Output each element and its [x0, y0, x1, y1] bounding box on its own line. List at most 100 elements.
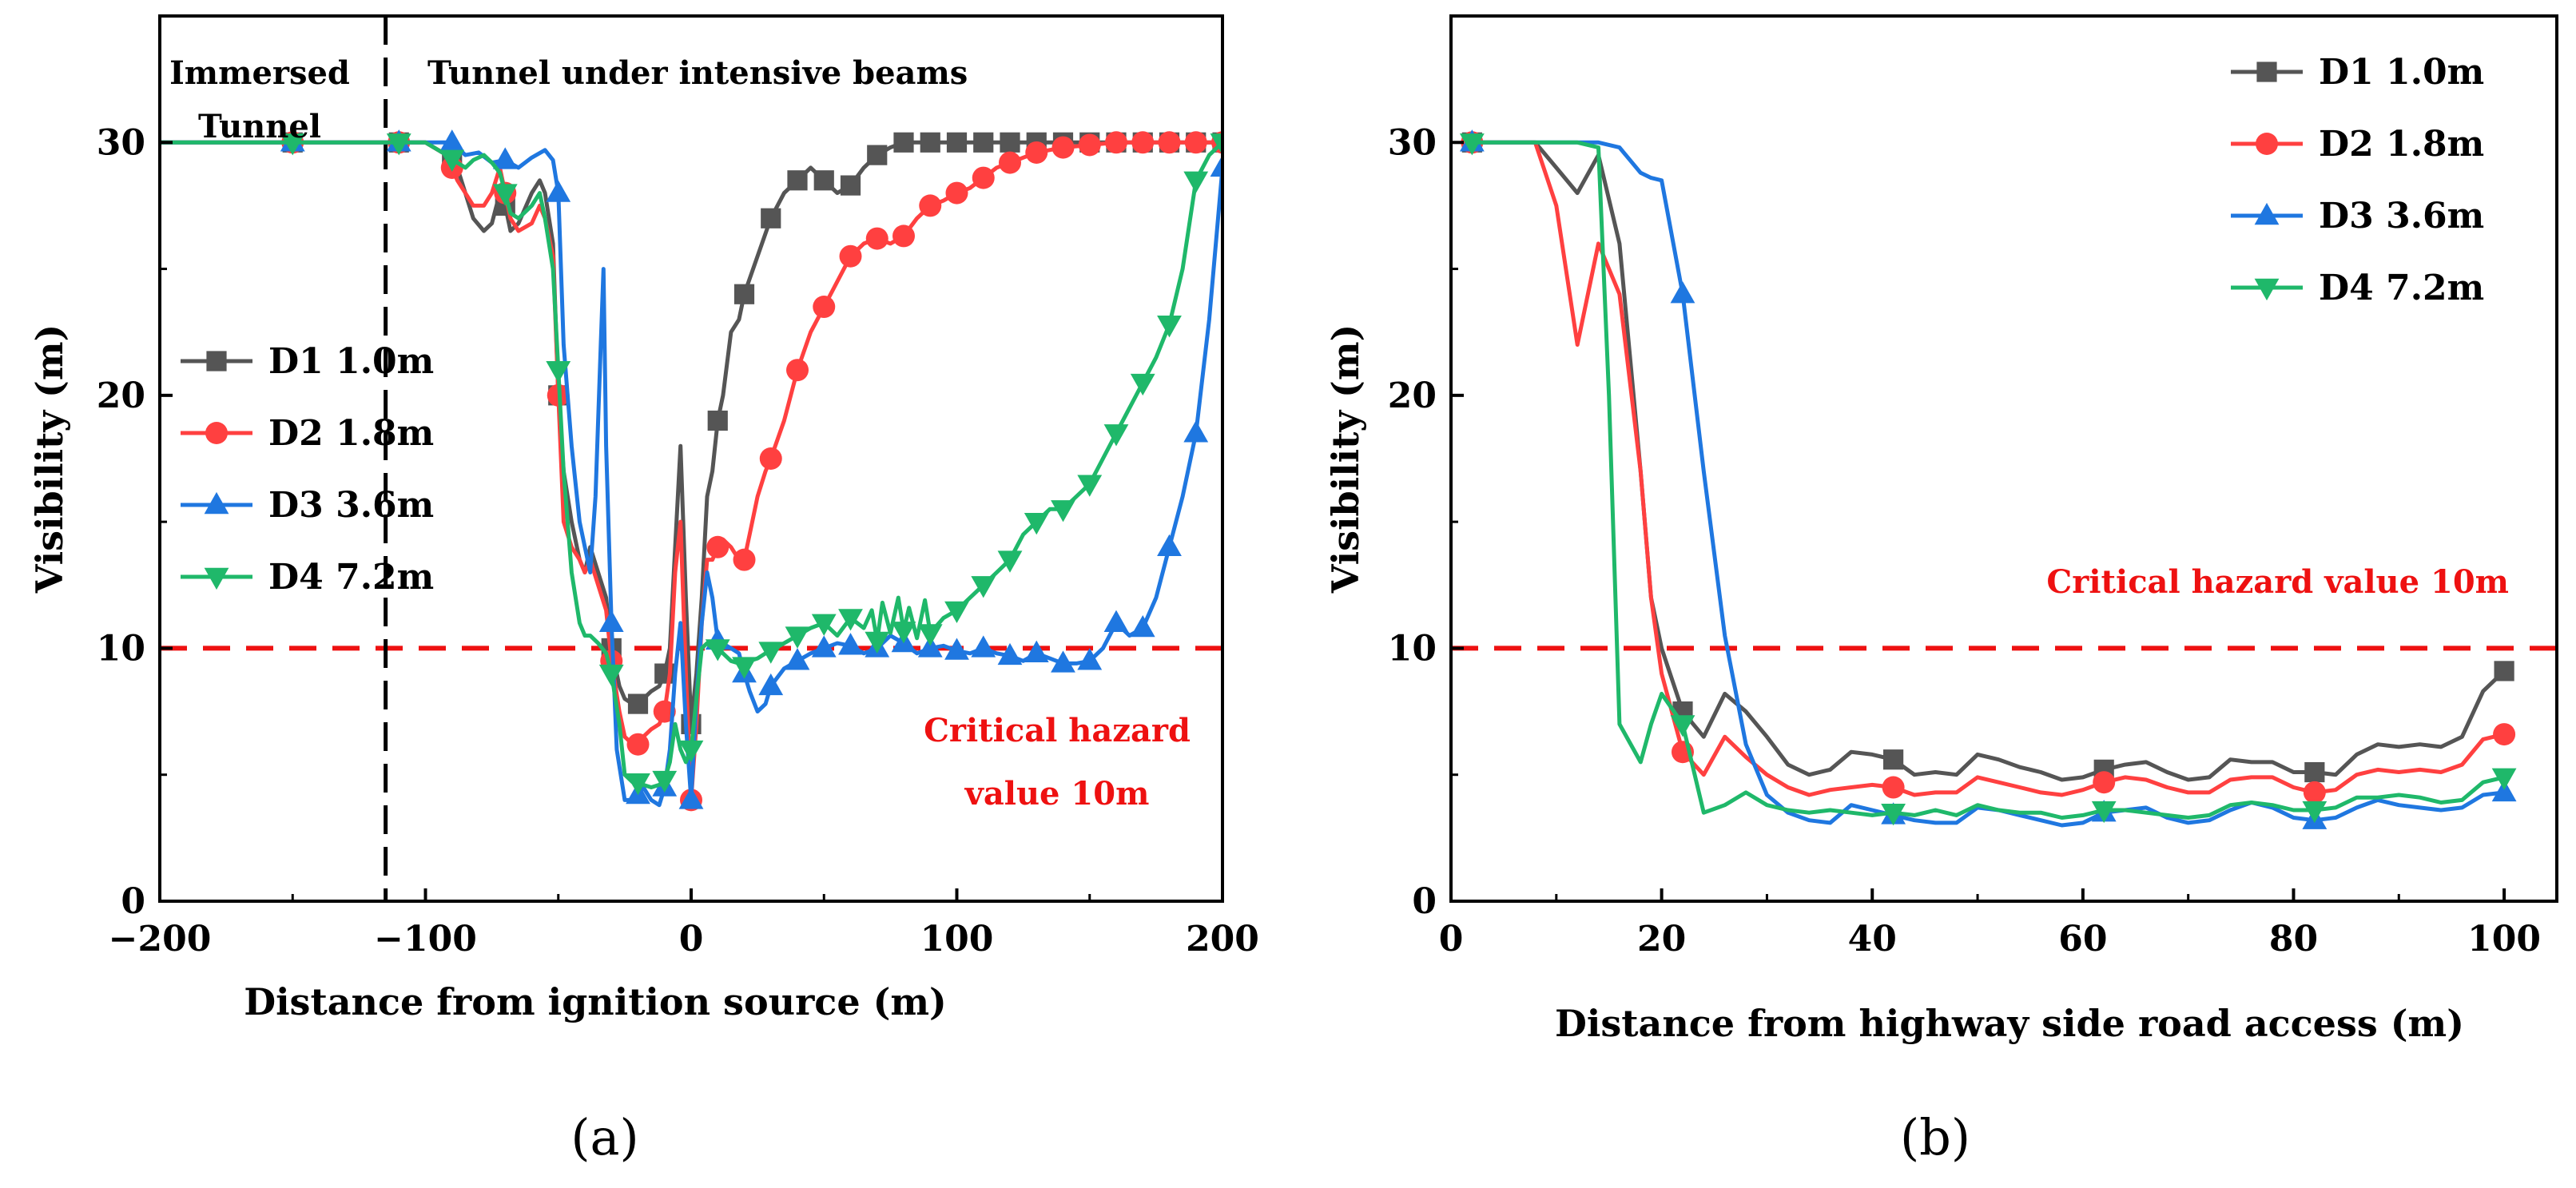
legend-label-d2: D2 1.8m: [2319, 124, 2484, 165]
data-point-d2: [2493, 723, 2516, 746]
data-point-d2: [1158, 131, 1181, 154]
legend-label-d4: D4 7.2m: [268, 557, 434, 598]
region-label-immersed: Immersed: [169, 54, 350, 92]
data-point-d3: [1103, 610, 1129, 632]
legend-label-d1: D1 1.0m: [268, 341, 434, 382]
data-point-d2: [706, 535, 729, 558]
x-tick-label: 0: [679, 919, 704, 960]
y-tick-label: 30: [97, 122, 145, 163]
data-point-d2: [813, 296, 836, 319]
data-point-d2: [1051, 136, 1075, 159]
data-point-d4: [1881, 804, 1906, 826]
data-point-d4: [838, 609, 863, 631]
region-label-beams: Tunnel under intensive beams: [427, 54, 968, 92]
data-point-d4: [546, 361, 571, 383]
data-point-d4: [280, 133, 305, 156]
data-point-d2: [1131, 131, 1155, 154]
y-axis-label-a: Visibility (m): [28, 324, 71, 594]
legend-label-d4: D4 7.2m: [2319, 268, 2484, 308]
data-point-d3: [598, 610, 624, 632]
data-point-d4: [386, 133, 411, 156]
panel-b: 0 20 40 60 80 100 0 10 20 30 Critical hazard valu…: [1324, 14, 2558, 1166]
y-tick-label: 30: [1388, 122, 1437, 163]
data-point-d3: [1130, 615, 1155, 638]
data-point-d2: [1105, 131, 1127, 154]
data-point-d2: [892, 224, 915, 248]
y-tick-label: 20: [97, 375, 145, 416]
legend-marker-d2: [205, 422, 228, 444]
data-point-d4: [1459, 133, 1485, 156]
data-point-d4: [1157, 316, 1182, 338]
data-point-d3: [971, 635, 996, 658]
legend-marker-d4: [2254, 278, 2280, 301]
data-point-d3: [1024, 640, 1049, 662]
data-point-d3: [1077, 648, 1103, 670]
x-tick-label: 60: [2058, 919, 2107, 960]
y-tick-label: 10: [97, 628, 145, 669]
data-point-d3: [492, 147, 518, 169]
data-point-d4: [811, 614, 837, 636]
data-point-d3: [785, 648, 810, 670]
data-point-d4: [785, 626, 810, 649]
data-point-d4: [626, 773, 650, 796]
data-point-d1: [973, 132, 994, 153]
critical-label-a-line1: Critical hazard: [924, 712, 1191, 749]
data-point-d1: [813, 170, 834, 191]
data-point-d2: [919, 194, 942, 217]
data-point-d4: [652, 770, 678, 793]
legend-marker-d4: [204, 567, 229, 590]
data-point-d4: [891, 622, 916, 644]
x-tick-label: −200: [109, 919, 212, 960]
ticks-b: 0 20 40 60 80 100 0 10 20 30: [1388, 122, 2541, 960]
data-point-d3: [439, 129, 465, 152]
data-point-d1: [920, 132, 940, 153]
data-point-d3: [917, 635, 943, 658]
data-point-d1: [761, 208, 781, 228]
data-point-d1: [707, 410, 728, 431]
data-point-d3: [1210, 154, 1222, 177]
data-point-d4: [492, 184, 518, 206]
legend-b: D1 1.0m D2 1.8m D3 3.6m D4 7.2m: [2231, 52, 2484, 308]
data-point-d4: [732, 657, 757, 679]
series-group-a: [160, 129, 1222, 812]
data-point-d4: [439, 149, 465, 172]
data-point-d1: [893, 132, 914, 153]
data-point-d3: [758, 673, 784, 696]
series-line-d4: [160, 140, 1222, 789]
data-point-d1: [1000, 132, 1020, 153]
data-point-d4: [1670, 715, 1695, 737]
data-point-d3: [2491, 779, 2517, 802]
data-point-d4: [971, 576, 996, 598]
ticks-a: −200 −100 0 100 200 0 10 20 30: [97, 122, 1259, 960]
data-point-d4: [2302, 801, 2328, 824]
data-point-d1: [2494, 661, 2514, 681]
data-point-d4: [2491, 768, 2517, 790]
data-point-d3: [546, 180, 571, 202]
series-line-d4: [1472, 140, 2505, 820]
data-point-d1: [733, 284, 755, 304]
y-axis-label-b: Visibility (m): [1324, 324, 1367, 594]
data-point-d2: [2303, 781, 2326, 804]
x-tick-label: 20: [1637, 919, 1686, 960]
data-point-d3: [838, 633, 863, 655]
data-point-d4: [1024, 512, 1049, 535]
data-point-d4: [1077, 475, 1103, 497]
data-point-d3: [1183, 420, 1209, 443]
data-point-d2: [945, 181, 968, 205]
x-tick-label: 40: [1848, 919, 1897, 960]
data-point-d3: [1051, 650, 1075, 673]
panel-a: −200 −100 0 100 200 0 10 20 30 Immersed Tunnel T…: [28, 14, 1259, 1166]
x-tick-label: 0: [1439, 919, 1464, 960]
y-tick-label: 20: [1388, 375, 1437, 416]
data-point-d1: [2304, 761, 2325, 783]
y-tick-label: 10: [1388, 628, 1437, 669]
data-point-d2: [1184, 131, 1207, 154]
legend-marker-d2: [2256, 133, 2278, 155]
data-point-d4: [678, 740, 704, 763]
data-point-d2: [759, 447, 782, 470]
legend-label-d1: D1 1.0m: [2319, 52, 2484, 93]
data-point-d4: [705, 639, 730, 662]
data-point-d4: [865, 631, 890, 654]
critical-label-a-line2: value 10m: [964, 775, 1150, 813]
data-point-d4: [1051, 500, 1075, 522]
